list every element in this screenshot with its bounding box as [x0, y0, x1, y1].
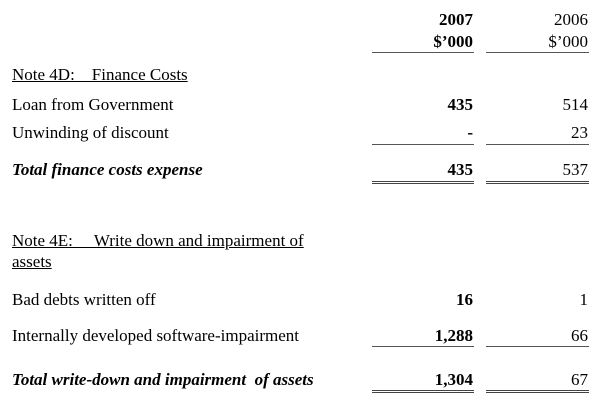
row-label: Unwinding of discount — [12, 123, 169, 142]
col-2006-year: 2006 — [554, 10, 588, 29]
col-2007-unit: $’000 — [433, 32, 473, 51]
row-value-2007: 435 — [447, 95, 474, 114]
subtotal-rule — [486, 144, 589, 145]
total-value-2006: 67 — [571, 370, 588, 389]
total-double-rule — [372, 181, 474, 184]
subtotal-rule — [372, 346, 474, 347]
note-4e-title: Note 4E: Write down and impairment of — [12, 231, 304, 250]
row-value-2006: 514 — [562, 95, 589, 114]
row-value-2007: 16 — [456, 290, 473, 309]
header-rule-2007 — [372, 52, 474, 53]
subtotal-rule — [486, 346, 589, 347]
row-label: Bad debts written off — [12, 290, 156, 309]
header-rule-2006 — [486, 52, 589, 53]
subtotal-rule — [372, 144, 474, 145]
row-value-2006: 23 — [571, 123, 588, 142]
note-4e-title-cont: assets — [12, 252, 52, 271]
row-label: Loan from Government — [12, 95, 174, 114]
row-value-2006: 1 — [579, 290, 589, 309]
total-double-rule — [372, 390, 474, 393]
total-double-rule — [486, 390, 589, 393]
col-2007-year: 2007 — [439, 10, 473, 29]
row-value-2007: 1,288 — [434, 326, 473, 345]
total-value-2007: 1,304 — [434, 370, 473, 389]
row-value-2007: - — [467, 123, 473, 142]
total-value-2006: 537 — [562, 160, 589, 179]
total-value-2007: 435 — [447, 160, 474, 179]
total-double-rule — [486, 181, 589, 184]
note-4d-title: Note 4D: Finance Costs — [12, 65, 188, 84]
total-label: Total write-down and impairment of asset… — [12, 370, 314, 389]
total-label: Total finance costs expense — [12, 160, 203, 179]
row-value-2006: 66 — [571, 326, 588, 345]
col-2006-unit: $’000 — [548, 32, 588, 51]
row-label: Internally developed software-impairment — [12, 326, 299, 345]
